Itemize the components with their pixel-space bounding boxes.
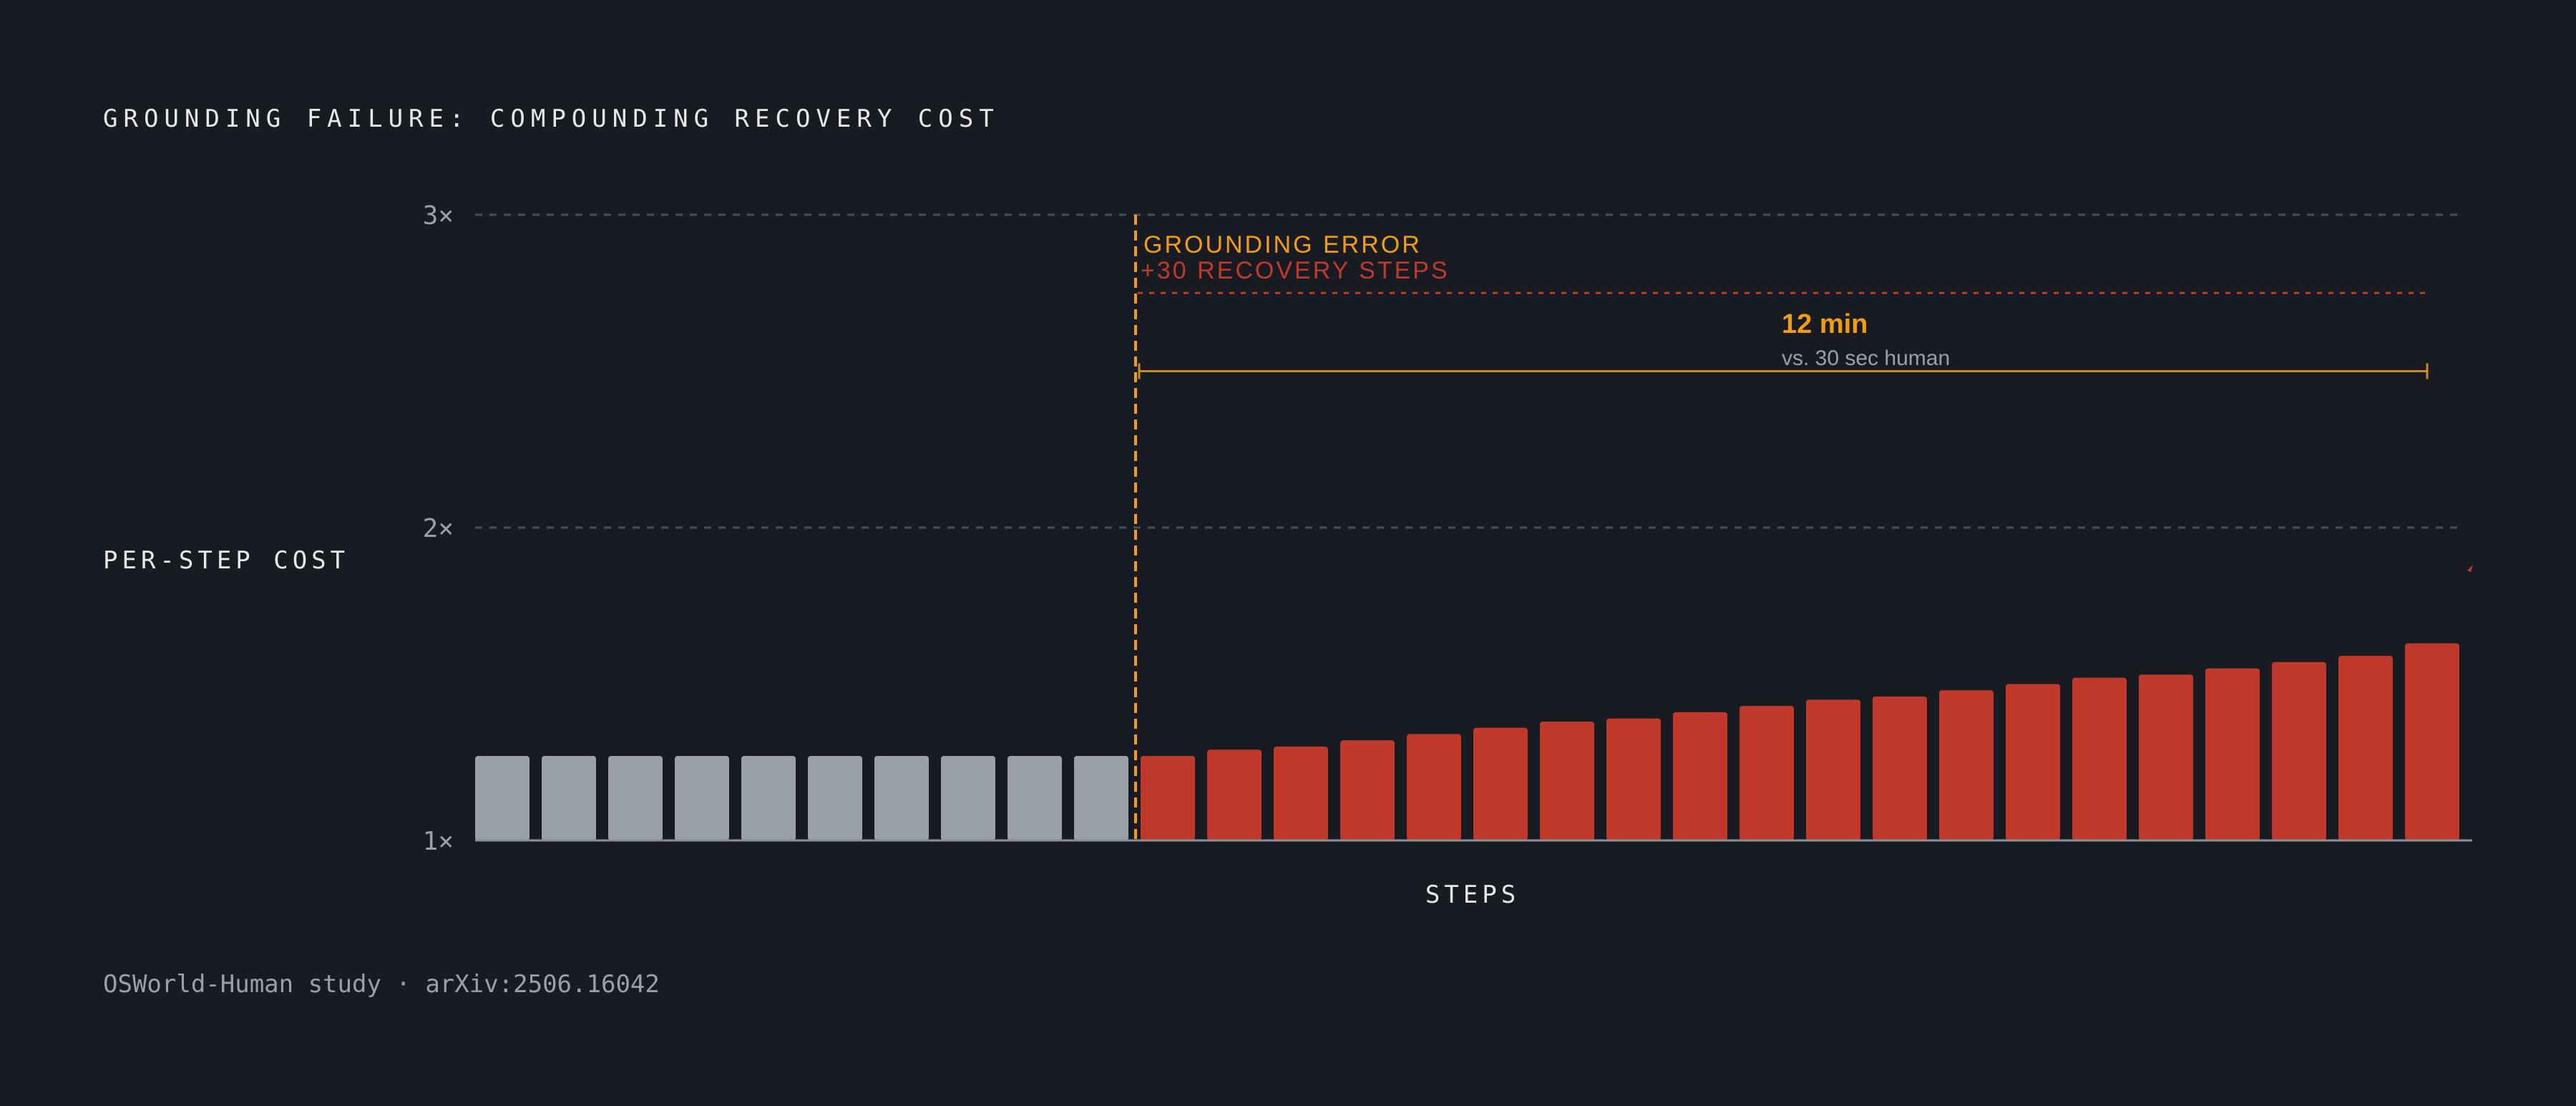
recovery-step-bar — [1141, 756, 1195, 840]
recovery-step-bar — [1473, 727, 1528, 840]
recovery-step-bar — [2405, 643, 2459, 840]
recovery-step-bar — [1207, 750, 1262, 840]
chart-title: GROUNDING FAILURE: COMPOUNDING RECOVERY … — [103, 105, 1000, 133]
y-tick-label: 1× — [423, 827, 454, 856]
gridlines — [475, 213, 2462, 529]
y-tick-labels: 3× 2× 1× — [423, 201, 454, 856]
y-axis-label: PER-STEP COST — [103, 546, 349, 575]
recovery-step-bar — [1806, 699, 1860, 840]
recovery-step-bar — [1740, 706, 1794, 840]
recovery-step-bar — [1274, 746, 1328, 840]
duration-value: 12 min — [1782, 309, 1868, 339]
baseline-step-bar — [1074, 756, 1128, 840]
grounding-error-label: GROUNDING ERROR — [1143, 231, 1422, 258]
recovery-steps-label: +30 RECOVERY STEPS — [1141, 257, 1450, 284]
recovery-step-bar — [2272, 661, 2326, 840]
baseline-step-bar — [1008, 756, 1062, 840]
duration-bracket — [1138, 363, 2429, 379]
recovery-step-bar — [2338, 656, 2393, 840]
recovery-step-bar — [2072, 677, 2127, 840]
recovery-step-bar — [2139, 674, 2193, 840]
recovery-step-bar — [1540, 721, 1594, 840]
bars — [475, 643, 2459, 840]
baseline-step-bar — [542, 756, 596, 840]
baseline-step-bar — [741, 756, 796, 840]
recovery-step-bar — [2205, 668, 2260, 840]
recovery-step-bar — [1873, 696, 1927, 840]
y-tick-label: 3× — [423, 201, 454, 231]
baseline-step-bar — [874, 756, 929, 840]
recovery-step-bar — [1673, 712, 1727, 840]
baseline-step-bar — [808, 756, 862, 840]
baseline-step-bar — [675, 756, 729, 840]
baseline-step-bar — [475, 756, 530, 840]
recovery-step-bar — [2006, 684, 2060, 840]
red-tick-mark — [2467, 565, 2473, 572]
y-tick-label: 2× — [423, 514, 454, 543]
duration-comparison: vs. 30 sec human — [1782, 346, 1950, 370]
x-axis-label: STEPS — [1425, 881, 1520, 909]
recovery-step-bar — [1340, 740, 1395, 840]
baseline-step-bar — [941, 756, 995, 840]
recovery-step-bar — [1606, 718, 1661, 840]
recovery-step-bar — [1407, 734, 1461, 840]
recovery-step-bar — [1939, 690, 1994, 840]
baseline-step-bar — [608, 756, 663, 840]
source-note: OSWorld-Human study · arXiv:2506.16042 — [103, 970, 660, 999]
